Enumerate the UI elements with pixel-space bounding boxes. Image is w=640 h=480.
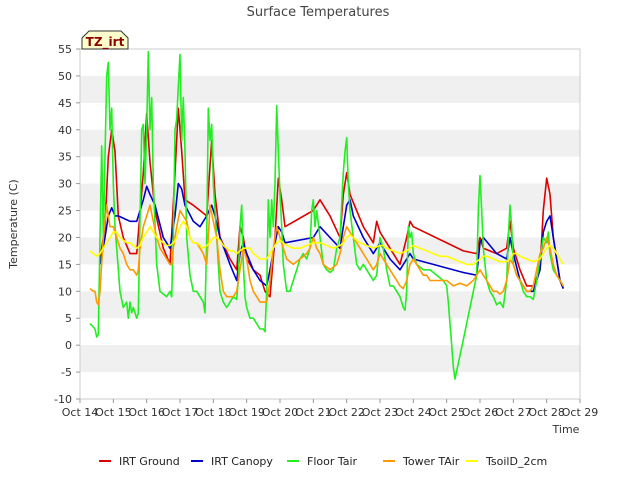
y-tick-label: 30: [58, 178, 72, 191]
legend: IRT Ground IRT Canopy Floor Tair Tower TAir…: [99, 455, 547, 468]
x-tick-label: Oct 15: [95, 406, 132, 419]
y-tick-label: 40: [58, 124, 72, 137]
grid-bands: [80, 75, 580, 373]
x-tick-label: Oct 19: [228, 406, 265, 419]
x-tick-label: Oct 17: [162, 406, 199, 419]
x-tick-label: Oct 21: [295, 406, 332, 419]
badge-shape: [81, 30, 129, 50]
legend-label: IRT Canopy: [211, 455, 273, 468]
station-badge: TZ_irt: [81, 30, 129, 50]
y-axis-label: Temperature (C): [7, 179, 20, 269]
badge-label: TZ_irt: [86, 35, 125, 50]
legend-label: Floor Tair: [307, 455, 358, 468]
series-line-tower-tair: [89, 204, 564, 306]
x-tick-label: Oct 20: [262, 406, 299, 419]
x-tick-label: Oct 28: [528, 406, 565, 419]
legend-label: IRT Ground: [119, 455, 180, 468]
x-tick-label: Oct 18: [195, 406, 232, 419]
x-tick-label: Oct 26: [462, 406, 499, 419]
y-axis-ticks: -10 -5 0 5 10 15 20 25 30 35 40 45 50 55: [54, 43, 80, 406]
legend-label: Tower TAir: [402, 455, 460, 468]
legend-item: IRT Ground: [99, 455, 180, 468]
y-tick-label: 45: [58, 97, 72, 110]
y-tick-label: 20: [58, 231, 72, 244]
legend-label: TsoilD_2cm: [485, 455, 547, 468]
legend-item: Tower TAir: [383, 455, 460, 468]
x-tick-label: Oct 29: [562, 406, 599, 419]
x-tick-label: Oct 14: [62, 406, 99, 419]
y-tick-label: 0: [65, 339, 72, 352]
x-tick-label: Oct 22: [328, 406, 365, 419]
grid-band: [80, 75, 580, 103]
y-tick-label: 35: [58, 151, 72, 164]
x-tick-label: Oct 24: [395, 406, 432, 419]
x-tick-label: Oct 27: [495, 406, 532, 419]
x-tick-label: Oct 25: [428, 406, 465, 419]
y-tick-label: 5: [65, 312, 72, 325]
y-tick-label: -10: [54, 393, 72, 406]
series-line-floor-tair: [89, 50, 564, 380]
chart-title: Surface Temperatures: [247, 5, 390, 20]
y-tick-label: 10: [58, 285, 72, 298]
y-tick-label: 15: [58, 258, 72, 271]
y-tick-label: -5: [61, 366, 72, 379]
grid-band: [80, 345, 580, 373]
x-tick-label: Oct 16: [128, 406, 165, 419]
series-line-tsoild-2cm: [89, 220, 564, 266]
legend-item: TsoilD_2cm: [466, 455, 547, 468]
x-tick-label: Oct 23: [362, 406, 399, 419]
grid-band: [80, 183, 580, 211]
x-axis-label: Time: [552, 423, 580, 436]
y-tick-label: 25: [58, 205, 72, 218]
y-tick-label: 55: [58, 43, 72, 56]
y-tick-label: 50: [58, 70, 72, 83]
legend-item: IRT Canopy: [191, 455, 273, 468]
series-lines: [89, 50, 565, 380]
grid-band: [80, 129, 580, 157]
legend-item: Floor Tair: [287, 455, 358, 468]
plot-area: [79, 48, 581, 400]
